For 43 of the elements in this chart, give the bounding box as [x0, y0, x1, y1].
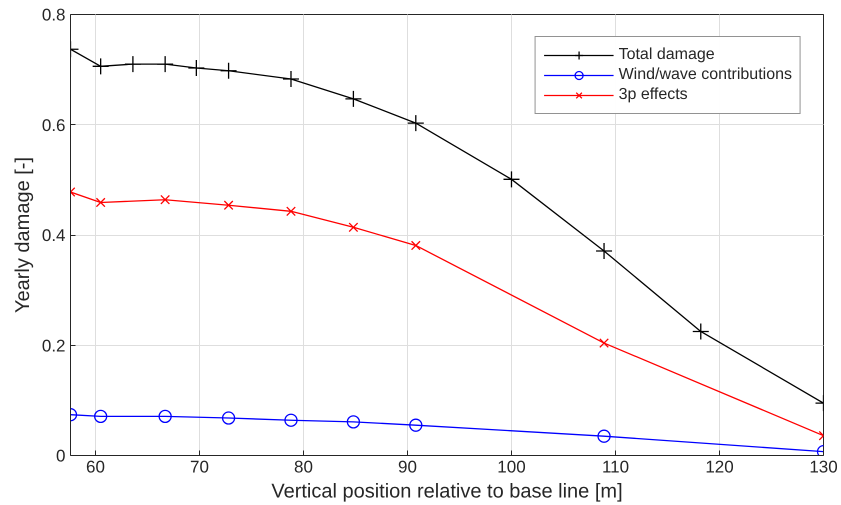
point	[92, 58, 110, 75]
point	[124, 55, 142, 73]
point	[286, 206, 296, 216]
legend-label: 3p effects	[618, 85, 688, 105]
point	[284, 414, 298, 427]
point	[344, 90, 362, 108]
point	[282, 70, 300, 88]
point	[348, 222, 358, 232]
x-tick-label: 130	[809, 458, 838, 476]
point	[410, 240, 421, 250]
point	[160, 194, 170, 205]
point	[346, 415, 360, 429]
y-tick-label: 0.4	[42, 226, 66, 245]
x-tick-label: 70	[190, 458, 209, 476]
y-tick-label: 0.6	[42, 116, 66, 135]
x-tick-label: 60	[86, 458, 105, 476]
point	[222, 411, 236, 425]
point	[224, 200, 234, 210]
point	[595, 242, 613, 260]
point	[407, 114, 424, 132]
point	[409, 418, 422, 432]
y-axis-title: Yearly damage [-]	[12, 156, 34, 314]
legend-label: Wind/wave contributions	[618, 65, 792, 85]
point	[94, 410, 108, 423]
y-tick-label: 0	[56, 446, 66, 466]
y-tick-label: 0.2	[42, 336, 66, 356]
y-tick-label: 0.8	[42, 6, 66, 24]
x-tick-label: 120	[705, 458, 734, 476]
point	[597, 430, 611, 443]
x-tick-label: 80	[294, 458, 313, 476]
point	[220, 62, 238, 80]
x-tick-label: 100	[497, 458, 526, 476]
point	[692, 322, 710, 340]
point	[158, 410, 172, 423]
point	[96, 198, 106, 208]
point	[156, 55, 174, 73]
point	[502, 170, 520, 188]
x-axis-title: Vertical position relative to base line [m]	[271, 480, 623, 502]
x-tick-label: 110	[602, 458, 630, 476]
x-tick-label: 90	[398, 458, 417, 476]
point	[599, 338, 609, 348]
legend-label: Total damage	[618, 45, 715, 65]
point	[188, 59, 205, 77]
